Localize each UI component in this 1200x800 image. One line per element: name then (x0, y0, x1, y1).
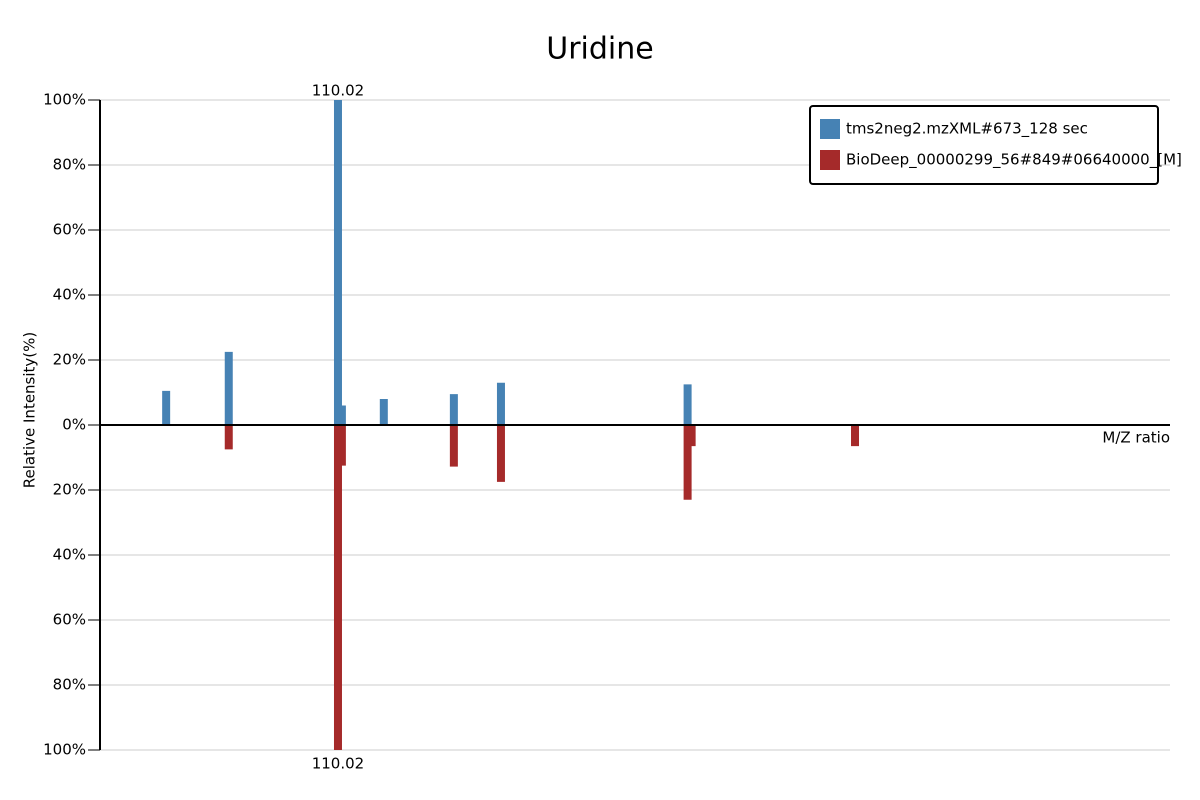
x-axis-label: M/Z ratio (1102, 429, 1170, 447)
y-tick-label: 60% (53, 221, 86, 239)
chart-title: Uridine (546, 32, 653, 67)
peak-bar (851, 425, 860, 447)
legend-swatch (820, 119, 840, 139)
legend-label: tms2neg2.mzXML#673_128 sec (846, 120, 1088, 139)
y-axis-label: Relative Intensity(%) (21, 332, 39, 489)
peak-label: 110.02 (312, 755, 365, 773)
peak-bar (224, 425, 233, 450)
legend-box (809, 105, 1159, 185)
peak-bar (162, 390, 171, 425)
peak-bar (449, 394, 458, 425)
y-tick-label: 40% (53, 286, 86, 304)
peak-bar (496, 425, 505, 482)
peak-bar (687, 425, 696, 447)
y-tick-label: 80% (53, 156, 86, 174)
peak-label: 110.02 (312, 82, 365, 100)
peak-bar (337, 425, 346, 466)
y-tick-label: 100% (43, 741, 86, 759)
peak-bar (683, 384, 692, 425)
peak-bar (333, 100, 342, 425)
legend-swatch (820, 150, 840, 170)
peak-bar (449, 425, 458, 467)
legend-label: BioDeep_00000299_56#849#06640000_[M] (846, 151, 1182, 170)
y-tick-label: 0% (62, 416, 86, 434)
peak-bar (683, 425, 692, 500)
peak-bar (379, 399, 388, 425)
peak-bar (496, 382, 505, 425)
y-tick-label: 20% (53, 351, 86, 369)
y-tick-label: 80% (53, 676, 86, 694)
y-tick-label: 40% (53, 546, 86, 564)
y-tick-label: 60% (53, 611, 86, 629)
peak-bar (333, 425, 342, 750)
peak-bar (337, 405, 346, 425)
y-tick-label: 100% (43, 91, 86, 109)
peak-bar (224, 351, 233, 425)
y-tick-label: 20% (53, 481, 86, 499)
